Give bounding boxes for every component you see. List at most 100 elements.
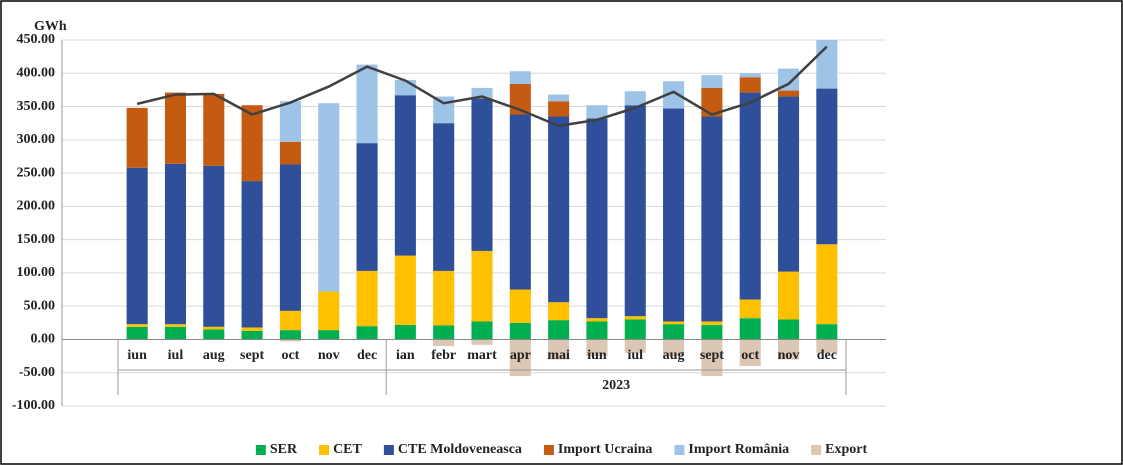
bar-segment [394,95,416,256]
bar-segment [701,339,723,377]
legend-label: SER [270,442,298,457]
bar-segment [433,123,455,271]
bar-segment [624,339,646,353]
bar-segment [701,324,723,340]
x-tick-label: oct [741,348,759,363]
bar-segment [701,321,723,325]
bar-segment [739,318,761,340]
legend-swatch [255,445,266,455]
y-tick-label: 450.00 [17,32,56,47]
x-tick-label: iul [168,348,184,363]
bar-segment [548,320,570,340]
bar-segment [318,103,340,292]
bar-segment [663,108,685,322]
bar-segment [701,116,723,322]
bar-segment [203,165,225,327]
bar-segment [701,75,723,88]
x-tick-label: dec [817,348,837,363]
bar-segment [203,329,225,340]
bar-segment [241,181,263,328]
bar-segment [548,101,570,117]
bar-segment [471,98,493,251]
legend-label: Import România [688,442,789,457]
bar-segment [509,71,531,84]
legend-label: Export [825,442,867,457]
y-tick-label: 350.00 [17,99,56,114]
bar-segment [509,339,531,377]
bar-segment [279,330,301,340]
bar-segment [279,101,301,142]
bar-segment [279,164,301,311]
bar-segment [586,118,608,319]
bar-segment [777,90,800,97]
bar-segment [433,339,455,347]
bar-segment [471,87,493,99]
legend-swatch [811,445,822,455]
x-tick-label: iun [127,348,147,363]
bar-segment [356,143,378,271]
bar-segment [548,94,570,102]
bar-segment [739,92,761,300]
x-tick-label: febr [431,348,456,363]
y-tick-label: 300.00 [17,132,56,147]
y-tick-label: 100.00 [17,265,56,280]
bar-segment [164,324,187,327]
bar-segment [203,326,225,330]
x-tick-label: ian [396,348,415,363]
bar-segment [471,339,493,345]
y-tick-label: 400.00 [17,65,56,80]
bar-segment [663,321,685,325]
x-tick-label: mai [547,348,570,363]
bar-segment [663,339,685,357]
bar-segment [586,105,608,119]
bar-segment [203,93,225,166]
bar-segment [509,114,531,290]
bar-segment [816,244,838,325]
y-tick-label: 150.00 [17,232,56,247]
legend: SER CET CTE Moldoveneasca Import Ucraina Imp… [255,442,868,457]
bar-segment [241,105,263,182]
bar-segment [356,64,378,144]
bar-segment [509,289,531,323]
bar-segment [394,79,416,96]
x-tick-label: iun [587,348,607,363]
bar-segment [548,339,570,360]
bar-segment [816,339,838,353]
bar-segment [663,324,685,340]
bar-segment [394,255,416,325]
bar-segment [126,167,148,325]
bar-segment [471,321,493,340]
x-tick-label: oct [281,348,299,363]
legend-swatch [383,445,394,455]
legend-label: CTE Moldoveneasca [398,442,522,457]
bar-segment [126,324,148,327]
bar-segment [548,116,570,303]
y-axis-label: GWh [34,19,67,34]
x-tick-label: aug [663,348,685,363]
bar-segment [279,310,301,331]
x-tick-label: apr [510,348,531,363]
legend-swatch [319,445,330,455]
bar-segment [356,270,378,327]
bar-segment [586,321,608,340]
x-tick-label: iul [627,348,643,363]
total-line [136,45,828,128]
y-tick-label: 200.00 [17,199,56,214]
bar-segment [777,68,800,91]
bar-segment [739,73,761,78]
bar-segment [624,105,646,317]
y-tick-label: -100.00 [12,398,55,413]
bar-segment [701,87,723,117]
bar-segment [509,322,531,340]
bar-segment [164,163,187,325]
y-tick-label: 0.00 [31,332,56,347]
bar-segment [241,330,263,340]
bar-segment [126,326,148,340]
x-tick-label: aug [203,348,225,363]
bar-segment [241,327,263,331]
bar-segment [624,319,646,340]
legend-swatch [543,445,554,455]
bar-segment [356,326,378,340]
bar-segment [777,339,800,360]
